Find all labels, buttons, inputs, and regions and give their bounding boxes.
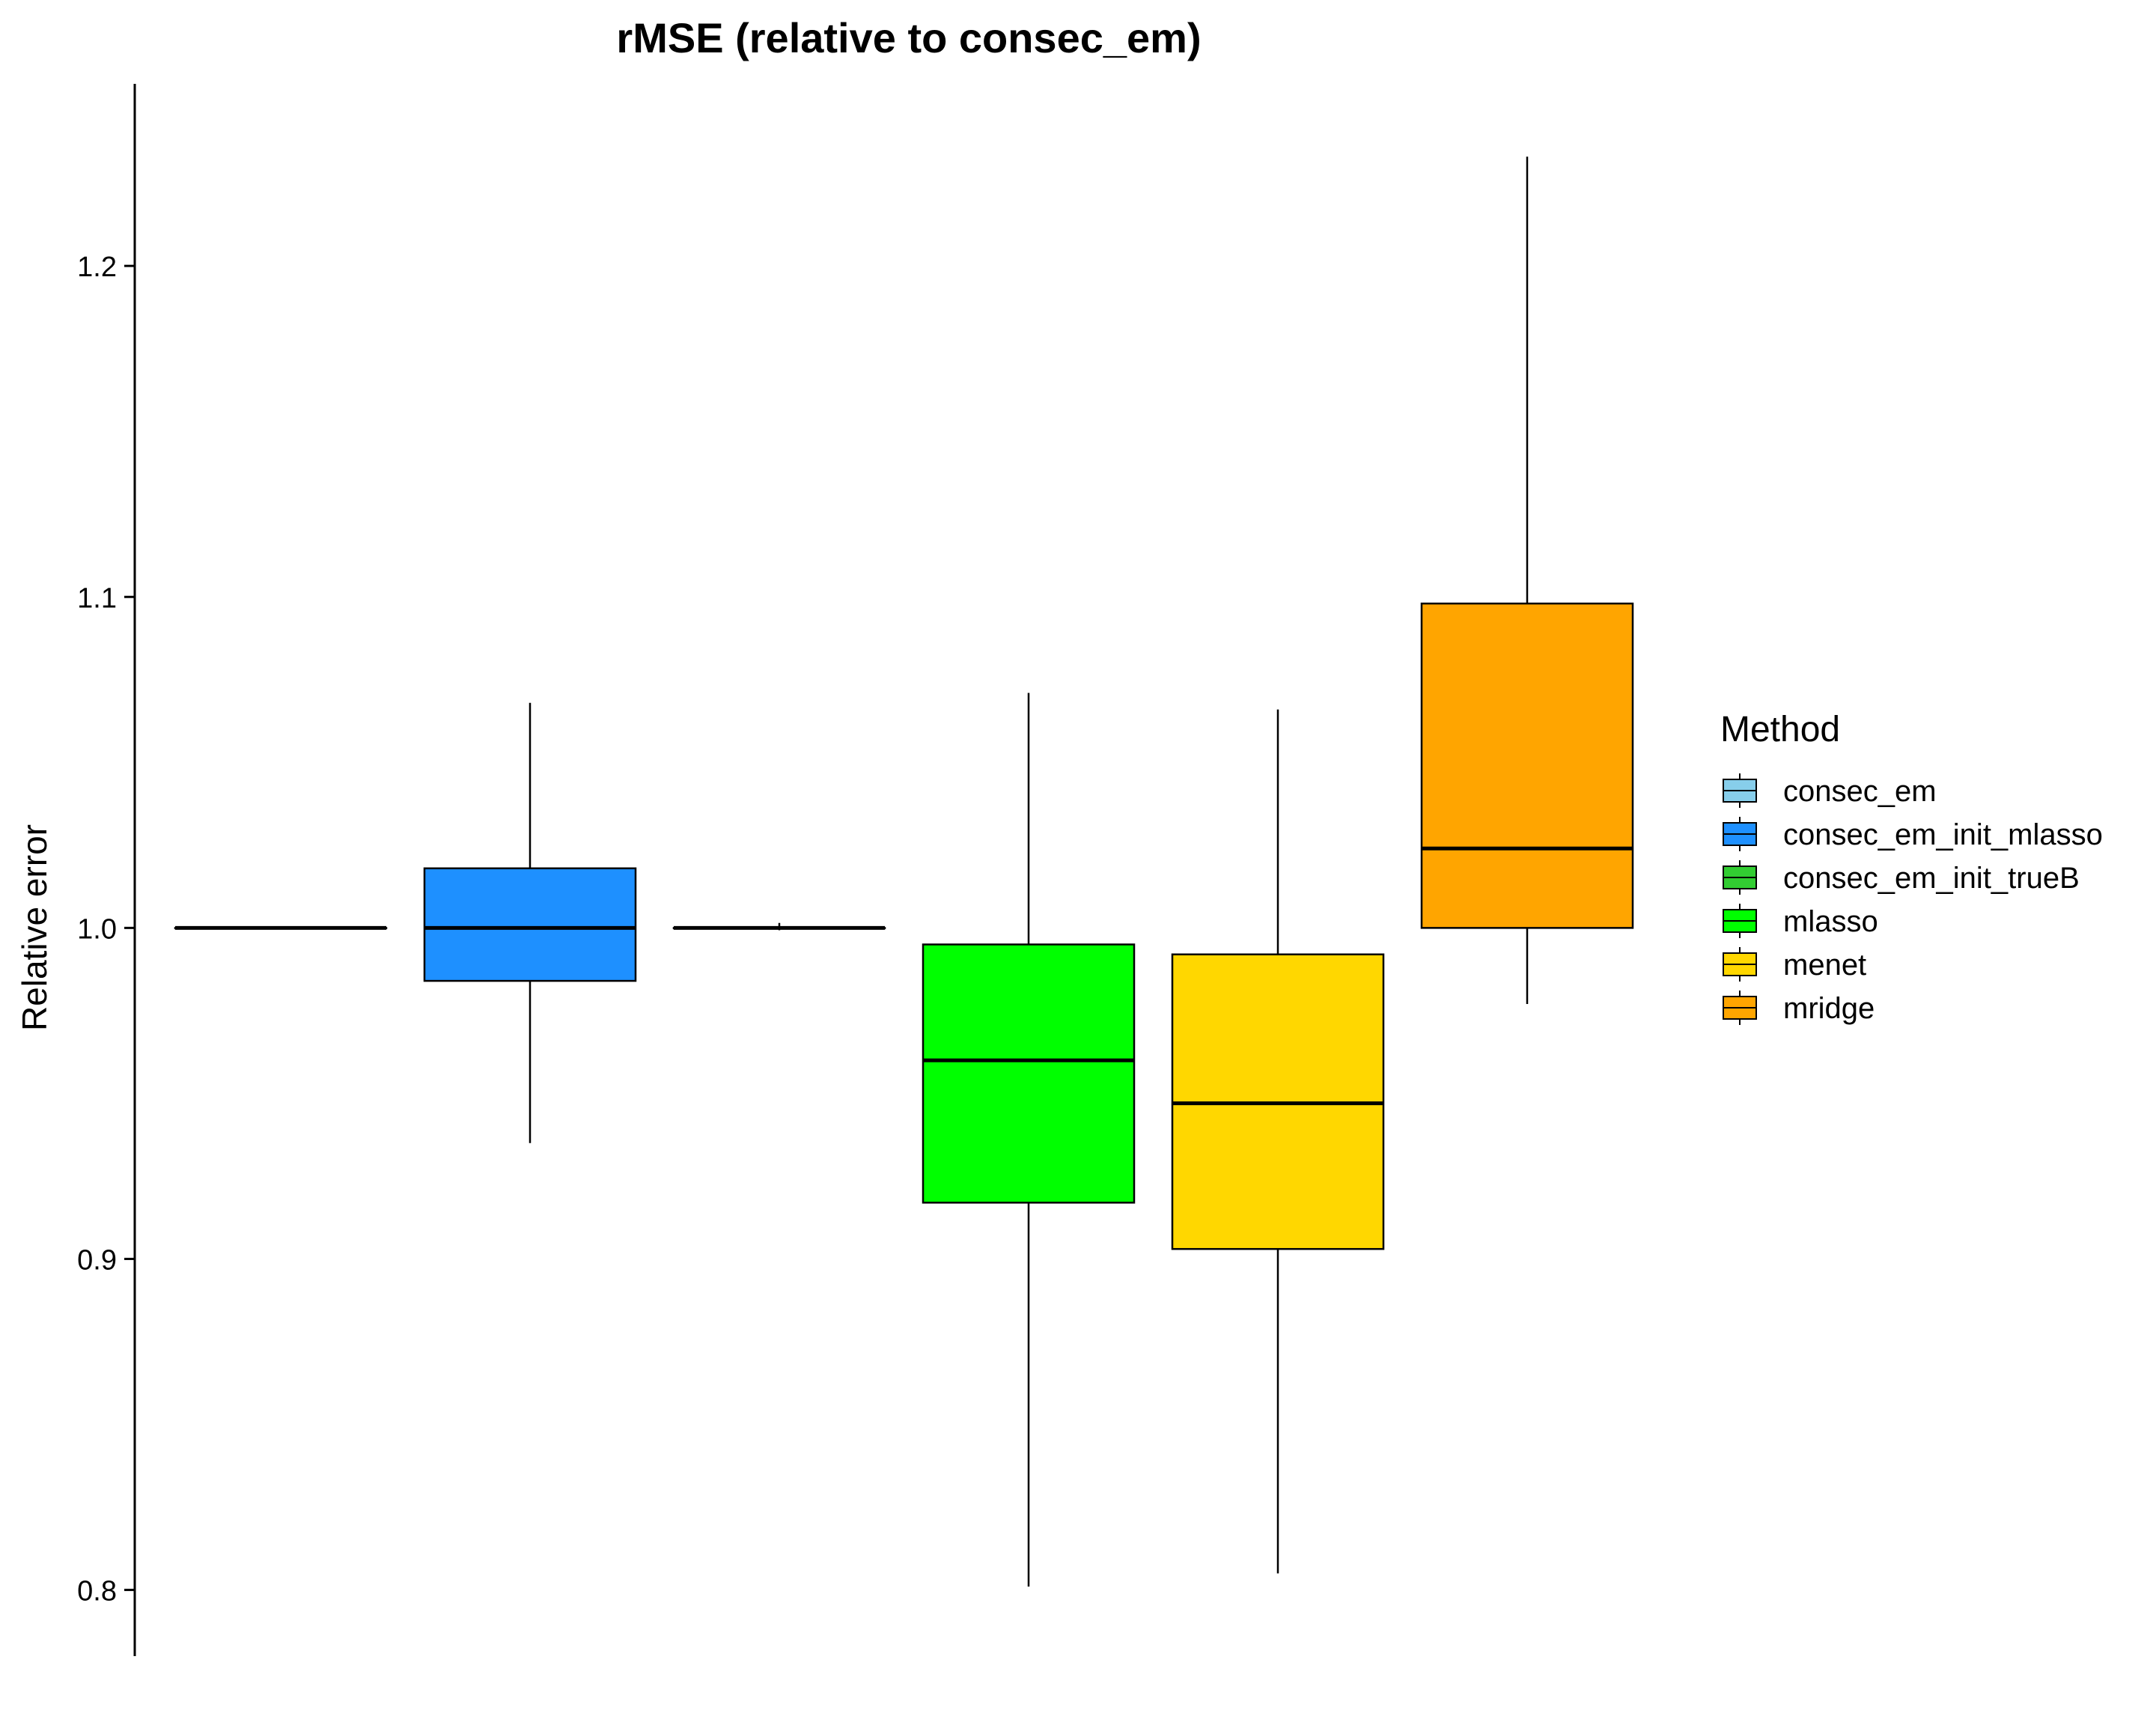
legend-label: menet xyxy=(1783,949,1866,982)
legend: consec_em consec_em_init_mlasso consec_em_… xyxy=(1723,773,2103,1025)
legend-item-mlasso: mlasso xyxy=(1723,904,1878,938)
box-mlasso xyxy=(922,693,1136,1587)
y-tick-label: 1.0 xyxy=(77,913,117,945)
legend-item-consec_em_init_trueB: consec_em_init_trueB xyxy=(1723,860,2080,895)
box-mridge xyxy=(1420,156,1634,1005)
y-tick-label: 1.2 xyxy=(77,252,117,283)
legend-item-mridge: mridge xyxy=(1723,991,1875,1025)
box-consec_em_init_trueB xyxy=(672,922,886,931)
box-body xyxy=(1420,602,1634,929)
legend-label: mridge xyxy=(1783,992,1875,1025)
box-body xyxy=(423,867,637,982)
legend-label: consec_em xyxy=(1783,775,1937,808)
legend-label: mlasso xyxy=(1783,905,1878,938)
legend-item-consec_em_init_mlasso: consec_em_init_mlasso xyxy=(1723,817,2103,851)
legend-title: Method xyxy=(1720,710,1840,749)
box-consec_em_init_mlasso xyxy=(423,702,637,1143)
box-menet xyxy=(1171,709,1385,1574)
legend-label: consec_em_init_mlasso xyxy=(1783,818,2103,851)
legend-item-consec_em: consec_em xyxy=(1723,773,1937,808)
box-body xyxy=(922,943,1136,1204)
y-tick-label: 0.8 xyxy=(77,1576,117,1607)
box-series xyxy=(174,156,1634,1587)
y-axis-ticks: 0.8 0.9 1.0 1.1 1.2 xyxy=(77,252,135,1607)
y-tick-label: 0.9 xyxy=(77,1244,117,1276)
legend-label: consec_em_init_trueB xyxy=(1783,862,2080,895)
chart-title: rMSE (relative to consec_em) xyxy=(616,14,1201,61)
legend-item-menet: menet xyxy=(1723,947,1866,982)
y-axis-label: Relative error xyxy=(15,824,54,1031)
y-tick-label: 1.1 xyxy=(77,582,117,614)
